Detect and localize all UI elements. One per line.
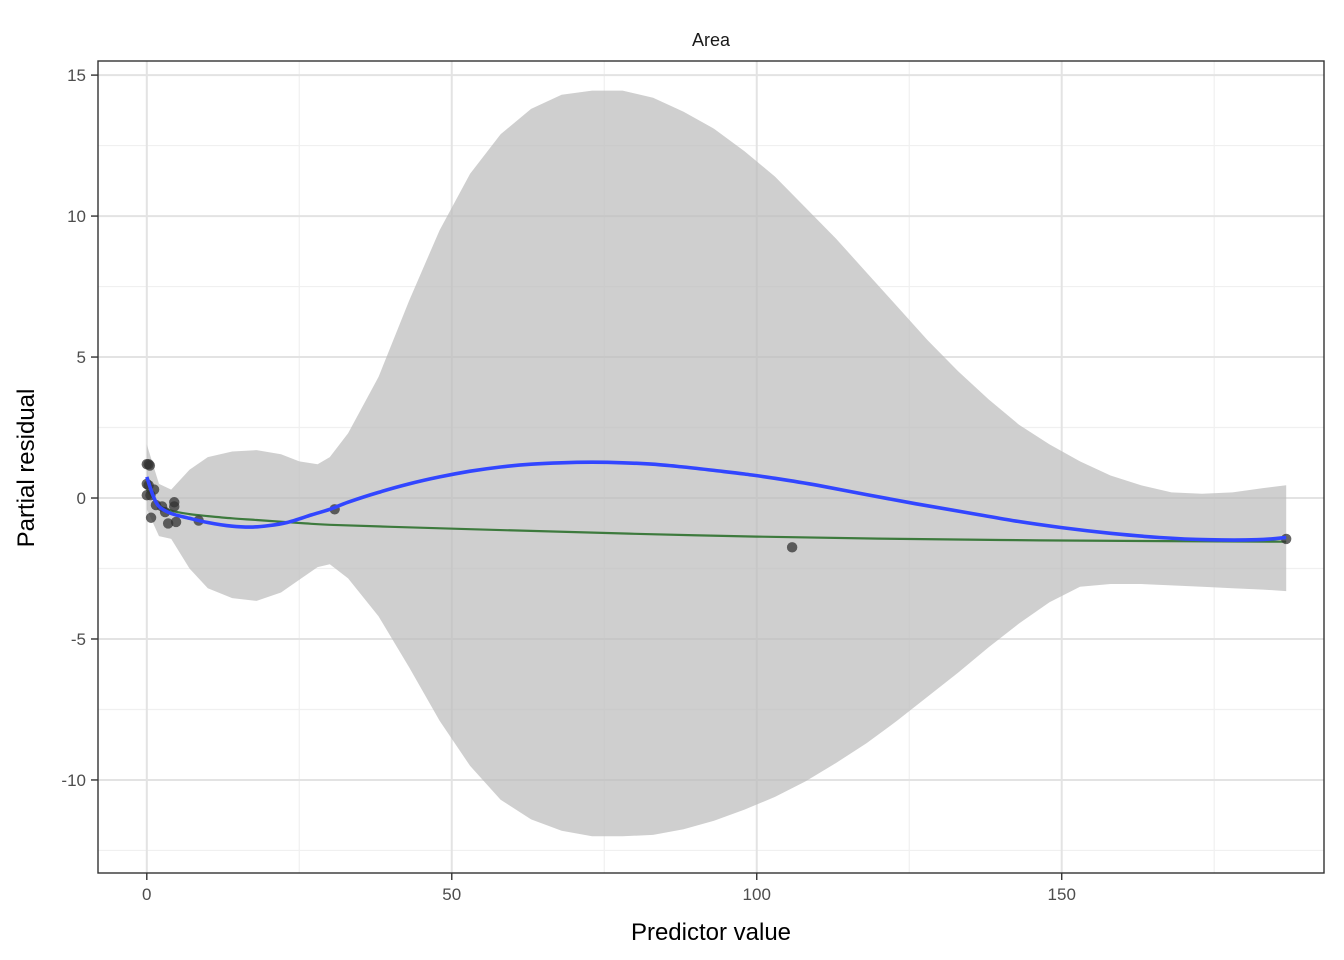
y-tick-label: 10: [67, 207, 86, 226]
plot-panel: [97, 60, 1325, 874]
panel-border: [97, 60, 1325, 874]
confidence-band: [146, 90, 1287, 837]
x-tick-label: 0: [142, 885, 151, 904]
y-tick-label: 0: [77, 489, 86, 508]
data-point: [145, 512, 157, 523]
y-axis-title: Partial residual: [13, 389, 40, 548]
data-point: [162, 518, 174, 529]
data-point: [786, 542, 798, 553]
smooth-curve: [145, 460, 1287, 542]
x-tick-label: 50: [442, 885, 461, 904]
y-tick-label: -5: [71, 630, 86, 649]
linear-fit-line: [145, 488, 1287, 543]
data-point: [144, 460, 156, 471]
x-axis-title: Predictor value: [631, 919, 791, 946]
y-tick-label: 15: [67, 66, 86, 85]
data-point: [169, 501, 180, 512]
facet-title: Area: [692, 30, 731, 50]
x-tick-label: 100: [743, 885, 771, 904]
y-tick-label: -10: [61, 771, 86, 790]
x-tick-label: 150: [1048, 885, 1076, 904]
y-axis: -10 -5 0 5 10 15: [61, 66, 98, 790]
data-point: [170, 516, 182, 528]
y-tick-label: 5: [77, 348, 86, 367]
x-axis: 0 50 100 150: [142, 873, 1076, 904]
